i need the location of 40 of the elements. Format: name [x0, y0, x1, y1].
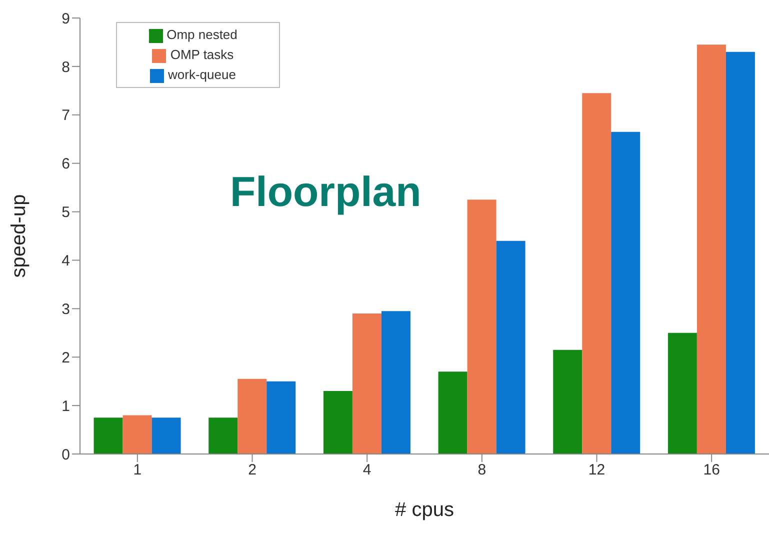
y-tick-label: 4 — [62, 252, 70, 270]
bar — [696, 44, 726, 454]
y-tick-label: 9 — [62, 10, 70, 28]
y-tick-label: 6 — [62, 156, 70, 173]
x-tick-label: 1 — [133, 462, 142, 479]
y-tick-label: 3 — [62, 300, 70, 318]
bar — [668, 332, 697, 454]
bar — [152, 418, 181, 454]
y-tick-label: 1 — [62, 398, 70, 415]
x-axis-title: # cpus — [395, 499, 454, 521]
bar — [381, 311, 410, 454]
legend-label: Omp nested — [166, 27, 238, 42]
bar — [496, 240, 526, 454]
x-tick-label: 16 — [703, 462, 720, 479]
bar — [553, 350, 582, 454]
bar — [467, 200, 496, 454]
bar — [94, 418, 123, 454]
y-tick-label: 5 — [62, 204, 70, 222]
bar — [208, 418, 238, 454]
x-tick-label: 12 — [588, 462, 606, 479]
x-tick-label: 8 — [478, 462, 486, 479]
bar — [266, 381, 296, 454]
y-tick-label: 2 — [62, 349, 70, 366]
bar — [611, 132, 640, 454]
text: Floorplan — [230, 168, 422, 216]
bar — [238, 378, 267, 454]
legend-label: work-queue — [168, 67, 236, 82]
y-tick-label: 7 — [62, 107, 70, 124]
legend-label: OMP tasks — [170, 47, 234, 62]
y-tick-label: 0 — [62, 446, 70, 464]
x-tick-label: 2 — [248, 462, 256, 479]
bar — [352, 314, 382, 454]
bar — [438, 372, 468, 454]
x-tick-label: 4 — [362, 462, 372, 479]
bar — [323, 391, 352, 454]
y-tick-label: 8 — [62, 58, 70, 76]
y-axis-title: speed-up — [8, 194, 30, 278]
bar — [582, 93, 612, 454]
bar — [726, 52, 755, 454]
bar — [122, 415, 152, 454]
